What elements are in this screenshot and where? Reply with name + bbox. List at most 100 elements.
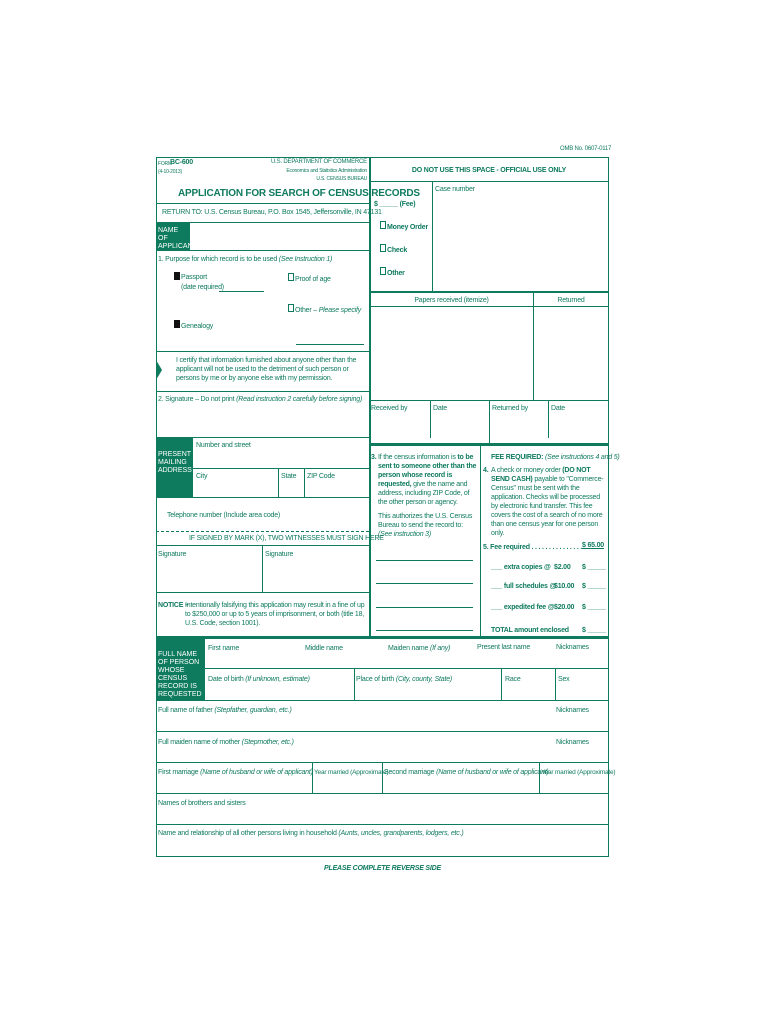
signature-hint: (Read instruction 2 carefully before sig… <box>236 396 363 403</box>
recipient-line-4[interactable] <box>376 630 473 631</box>
returned-label: Returned <box>557 297 585 304</box>
sex-label: Sex <box>558 676 570 683</box>
full-schedules-amount[interactable]: $ _____ <box>582 583 606 590</box>
full-schedules-price: $10.00 <box>554 583 575 590</box>
phone-label: Telephone number (Include area code) <box>167 512 281 519</box>
expedited-amount[interactable]: $ _____ <box>582 604 606 611</box>
divider <box>369 306 609 307</box>
date-required-field[interactable] <box>219 291 264 292</box>
zip-label: ZIP Code <box>307 473 335 480</box>
divider <box>501 668 502 700</box>
state-label: State <box>281 473 297 480</box>
genealogy-checkbox[interactable] <box>174 320 180 328</box>
form-frame <box>156 157 609 857</box>
street-label: Number and street <box>196 442 251 449</box>
present-last-name-label: Present last name <box>477 644 531 651</box>
divider <box>156 203 369 204</box>
section-3-text: If the census information is <box>378 454 456 461</box>
received-by-label: Received by <box>371 405 408 412</box>
fee-field: $ _____ (Fee) <box>374 201 416 208</box>
extra-copies-label: ___ extra copies @ <box>491 564 551 571</box>
witness-signature-2: Signature <box>265 551 294 558</box>
notice-text: Intentionally falsifying this applicatio… <box>185 602 365 627</box>
applicant-tab: NAME OF APPLICANT <box>156 222 197 250</box>
recipient-line-3[interactable] <box>376 607 473 608</box>
money-order-checkbox[interactable] <box>380 221 386 229</box>
divider <box>205 668 609 669</box>
fee-required-label: 5. Fee required . . . . . . . . . . . . … <box>483 544 583 551</box>
second-marriage-hint: (Name of husband or wife of applicant) <box>436 769 549 776</box>
divider <box>262 545 263 592</box>
passport-label: Passport <box>181 274 208 281</box>
form-date: (4-10-2013) <box>158 169 182 175</box>
section-3-text-2: give the name and address, including ZIP… <box>378 481 470 506</box>
divider <box>193 468 369 469</box>
other-purpose-checkbox[interactable] <box>288 304 294 312</box>
father-nicknames-label: Nicknames <box>556 707 589 714</box>
check-checkbox[interactable] <box>380 244 386 252</box>
city-label: City <box>196 473 208 480</box>
official-title: DO NOT USE THIS SPACE - OFFICIAL USE ONL… <box>411 167 567 174</box>
father-label: Full name of father <box>158 707 213 714</box>
certify-text: I certify that information furnished abo… <box>176 357 357 382</box>
divider <box>354 668 355 700</box>
check-label: Check <box>387 247 408 254</box>
divider <box>382 762 383 793</box>
dob-hint: (If unknown, estimate) <box>245 676 310 683</box>
father-hint: (Stepfather, guardian, etc.) <box>214 707 292 714</box>
total-label: TOTAL amount enclosed <box>491 627 569 634</box>
column-divider <box>369 157 371 636</box>
divider <box>533 291 534 400</box>
passport-checkbox[interactable] <box>174 272 180 280</box>
pob-hint: (City, county, State) <box>395 676 453 683</box>
divider <box>369 291 609 293</box>
page-title: APPLICATION FOR SEARCH OF CENSUS RECORDS <box>178 188 420 199</box>
fee-text: A check or money order <box>491 467 561 474</box>
year-married-label: Year married (Approximate) <box>314 769 389 776</box>
notice-label: NOTICE – <box>158 602 189 609</box>
divider <box>156 636 609 639</box>
middle-name-label: Middle name <box>305 645 343 652</box>
first-marriage-hint: (Name of husband or wife of applicant) <box>200 769 313 776</box>
divider <box>369 443 609 446</box>
omb-number: OMB No. 0607-0117 <box>560 146 612 152</box>
extra-copies-amount[interactable]: $ _____ <box>582 564 606 571</box>
full-schedules-label: ___ full schedules @ <box>491 583 557 590</box>
proof-of-age-checkbox[interactable] <box>288 273 294 281</box>
household-hint: (Aunts, uncles, grandparents, lodgers, e… <box>338 830 464 837</box>
purpose-label: 1. Purpose for which record is to be use… <box>158 256 278 263</box>
recipient-line-1[interactable] <box>376 560 473 561</box>
total-amount[interactable]: $ _____ <box>582 627 606 634</box>
divider <box>156 731 609 732</box>
applicant-name-field[interactable] <box>192 223 368 250</box>
divider <box>156 497 369 498</box>
divider <box>156 250 369 251</box>
other-specify-field[interactable] <box>296 344 364 345</box>
divider <box>156 592 369 593</box>
witness-title: IF SIGNED BY MARK (X), TWO WITNESSES MUS… <box>189 535 384 542</box>
first-name-label: First name <box>208 645 240 652</box>
signature-label: 2. Signature – Do not print <box>158 396 235 403</box>
siblings-label: Names of brothers and sisters <box>158 800 246 807</box>
recipient-line-2[interactable] <box>376 583 473 584</box>
section-4-number: 4. <box>483 467 489 474</box>
divider <box>312 762 313 793</box>
authorization-hint: (See instruction 3) <box>378 531 432 538</box>
fee-hint: (See instructions 4 and 5) <box>545 454 620 461</box>
fee-amount: $ 65.00 <box>582 542 604 549</box>
admin: Economics and Statistics Administration <box>286 168 367 174</box>
divider <box>480 446 481 636</box>
other-payment-checkbox[interactable] <box>380 267 386 275</box>
dept: U.S. DEPARTMENT OF COMMERCE <box>271 159 367 165</box>
date-label: Date <box>433 405 447 412</box>
divider <box>156 700 609 701</box>
papers-label: Papers received (itemize) <box>414 297 489 304</box>
maiden-hint: (If any) <box>429 645 451 652</box>
money-order-label: Money Order <box>387 224 428 231</box>
fee-text-2: payable to "Commerce-Census" must be sen… <box>491 476 604 537</box>
bureau: U.S. CENSUS BUREAU <box>316 176 367 182</box>
footer-note: PLEASE COMPLETE REVERSE SIDE <box>324 865 441 872</box>
divider <box>156 793 609 794</box>
applicant-signature-field[interactable] <box>157 405 368 436</box>
divider <box>156 351 369 352</box>
